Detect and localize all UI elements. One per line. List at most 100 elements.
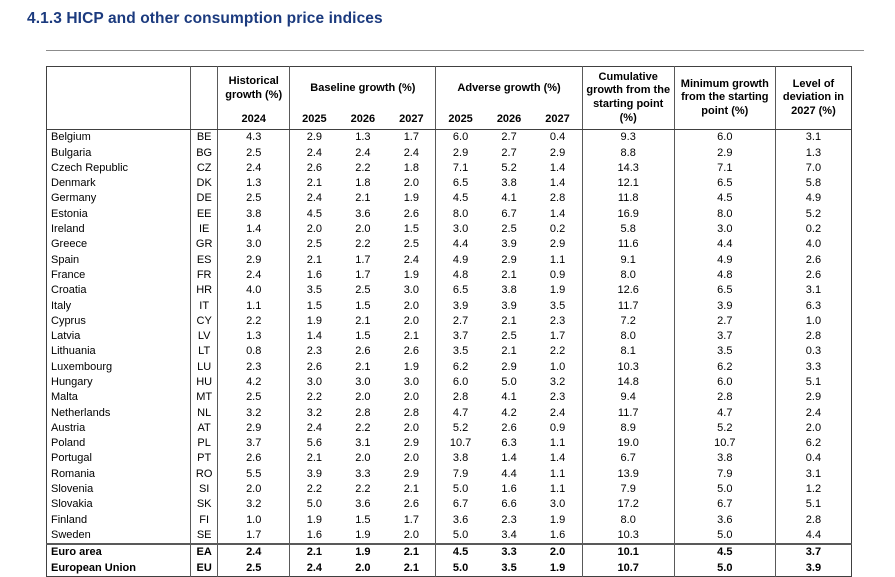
- baseline-2026-cell: 2.1: [355, 192, 371, 205]
- table-row: Greece GR 3.0 2.5 2.2 2.5 4.4 3.9 2.9 11.6 4.4 4.0: [46, 237, 852, 253]
- minimum-growth-cell: 4.5: [674, 543, 776, 561]
- baseline-2027-cell: 2.1: [387, 543, 437, 561]
- deviation-2027-cell: 3.1: [805, 284, 822, 297]
- country-name-cell: Romania: [46, 466, 192, 483]
- cumulative-growth-cell: 10.3: [582, 359, 675, 375]
- country-name-cell: Croatia: [46, 283, 192, 299]
- baseline-2027-cell: 1.8: [387, 160, 437, 177]
- minimum-growth-cell: 5.2: [674, 420, 776, 437]
- adverse-2026-cell: 1.6: [501, 483, 517, 496]
- baseline-2025-cell: 4.5: [306, 207, 323, 220]
- cumulative-growth-cell: 12.6: [582, 283, 675, 299]
- adverse-2026-cell: 2.5: [501, 223, 517, 236]
- adverse-2025-cell: 4.8: [452, 268, 469, 281]
- cumulative-growth-cell: 13.9: [582, 466, 675, 483]
- baseline-2026-cell: 2.2: [355, 238, 371, 251]
- baseline-2025-cell: 2.9: [306, 131, 323, 144]
- table-row: Netherlands NL 3.2 3.2 2.8 2.8 4.7 4.2 2.4 11.7 4.…: [46, 405, 852, 421]
- header-cumulative-growth: Cumulative growth from the starting poin…: [582, 66, 675, 131]
- baseline-2025-cell: 2.1: [306, 177, 323, 190]
- minimum-growth-cell: 4.8: [674, 267, 776, 284]
- deviation-2027-cell: 2.0: [805, 421, 822, 434]
- adverse-2027-cell: 3.2: [533, 375, 583, 391]
- historical-2024-cell: 2.4: [217, 160, 291, 177]
- cumulative-growth-cell: 7.9: [582, 482, 675, 498]
- country-code-cell: HR: [190, 283, 219, 299]
- adverse-2027-cell: 1.1: [533, 466, 583, 483]
- adverse-2025-cell: 3.5: [452, 345, 469, 358]
- deviation-2027-cell: 1.3: [805, 146, 822, 159]
- country-code-cell: HU: [190, 375, 219, 391]
- baseline-2027-cell: 1.9: [387, 267, 437, 284]
- header-baseline-year-2026: 2026: [338, 110, 388, 131]
- minimum-growth-cell: 3.0: [674, 222, 776, 238]
- adverse-2026-cell: 4.4: [501, 467, 517, 480]
- header-level-of-deviation: Level of deviation in 2027 (%): [775, 66, 852, 131]
- table-row: Bulgaria BG 2.5 2.4 2.4 2.4 2.9 2.7 2.9 8.8 2.9 1.3: [46, 145, 852, 161]
- historical-2024-cell: 2.0: [217, 482, 291, 498]
- adverse-2027-cell: 0.2: [533, 222, 583, 238]
- historical-2024-cell: 2.5: [217, 191, 291, 207]
- table-row: Austria AT 2.9 2.4 2.2 2.0 5.2 2.6 0.9 8.9 5.2 2.0: [46, 420, 852, 437]
- country-code-cell: RO: [190, 466, 219, 483]
- adverse-2027-cell: 1.6: [533, 527, 583, 545]
- deviation-2027-cell: 3.9: [805, 561, 822, 574]
- baseline-2025-cell: 2.1: [306, 452, 323, 465]
- adverse-2025-cell: 3.8: [452, 452, 469, 465]
- table-row: Estonia EE 3.8 4.5 3.6 2.6 8.0 6.7 1.4 16.9 8.0 5.2: [46, 206, 852, 223]
- country-name-cell: Estonia: [46, 206, 192, 223]
- country-code-cell: GR: [190, 237, 219, 253]
- historical-2024-cell: 3.7: [217, 436, 291, 452]
- country-code-cell: SK: [190, 497, 219, 513]
- minimum-growth-cell: 5.0: [674, 527, 776, 545]
- country-code-cell: AT: [190, 420, 219, 437]
- table-row: Ireland IE 1.4 2.0 2.0 1.5 3.0 2.5 0.2 5.8 3.0 0.2: [46, 222, 852, 238]
- adverse-2026-cell: 5.2: [501, 161, 517, 174]
- table-row: European Union EU 2.5 2.4 2.0 2.1 5.0 3.5 1.9 10.…: [46, 560, 852, 577]
- baseline-2025-cell: 3.5: [306, 284, 323, 297]
- baseline-2026-cell: 2.5: [355, 284, 371, 297]
- cumulative-growth-cell: 6.7: [582, 451, 675, 467]
- table-row: Germany DE 2.5 2.4 2.1 1.9 4.5 4.1 2.8 11.8 4.5 4.9: [46, 191, 852, 207]
- minimum-growth-cell: 7.1: [674, 160, 776, 177]
- minimum-growth-cell: 6.7: [674, 497, 776, 513]
- adverse-2027-cell: 1.4: [533, 176, 583, 192]
- table-row: Hungary HU 4.2 3.0 3.0 3.0 6.0 5.0 3.2 14.8 6.0 5.1: [46, 375, 852, 391]
- country-name-cell: European Union: [46, 560, 192, 577]
- historical-2024-cell: 1.3: [217, 329, 291, 345]
- header-minimum-growth: Minimum growth from the starting point (…: [674, 66, 776, 131]
- baseline-2027-cell: 2.5: [387, 237, 437, 253]
- country-code-cell: ES: [190, 252, 219, 268]
- minimum-growth-cell: 3.8: [674, 451, 776, 467]
- baseline-2026-cell: 1.5: [355, 330, 371, 343]
- baseline-2027-cell: 1.5: [387, 222, 437, 238]
- country-name-cell: Finland: [46, 512, 192, 528]
- baseline-2025-cell: 2.0: [306, 223, 323, 236]
- cumulative-growth-cell: 8.9: [582, 420, 675, 437]
- historical-2024-cell: 3.2: [217, 405, 291, 421]
- country-code-cell: IT: [190, 298, 219, 314]
- baseline-2027-cell: 2.0: [387, 298, 437, 314]
- country-name-cell: Belgium: [46, 129, 192, 146]
- adverse-2025-cell: 4.7: [452, 406, 469, 419]
- cumulative-growth-cell: 11.7: [582, 405, 675, 421]
- cumulative-growth-cell: 11.6: [582, 237, 675, 253]
- deviation-2027-cell: 3.1: [805, 467, 822, 480]
- country-name-cell: Denmark: [46, 176, 192, 192]
- country-name-cell: Hungary: [46, 375, 192, 391]
- historical-2024-cell: 2.6: [217, 451, 291, 467]
- table-row: Luxembourg LU 2.3 2.6 2.1 1.9 6.2 2.9 1.0 10.3 6.2…: [46, 359, 852, 375]
- baseline-2026-cell: 1.9: [338, 543, 388, 561]
- baseline-2027-cell: 3.0: [387, 375, 437, 391]
- adverse-2025-cell: 3.6: [452, 513, 469, 526]
- adverse-2026-cell: 6.3: [501, 437, 517, 450]
- baseline-2026-cell: 2.6: [355, 345, 371, 358]
- adverse-2026-cell: 2.9: [501, 360, 517, 373]
- deviation-2027-cell: 1.0: [805, 314, 822, 327]
- header-historical-growth: Historical growth (%): [217, 66, 291, 111]
- minimum-growth-cell: 5.0: [674, 482, 776, 498]
- section-title: 4.1.3 HICP and other consumption price i…: [27, 10, 383, 27]
- country-name-cell: Poland: [46, 436, 192, 452]
- historical-2024-cell: 2.9: [217, 420, 291, 437]
- baseline-2025-cell: 5.6: [306, 437, 323, 450]
